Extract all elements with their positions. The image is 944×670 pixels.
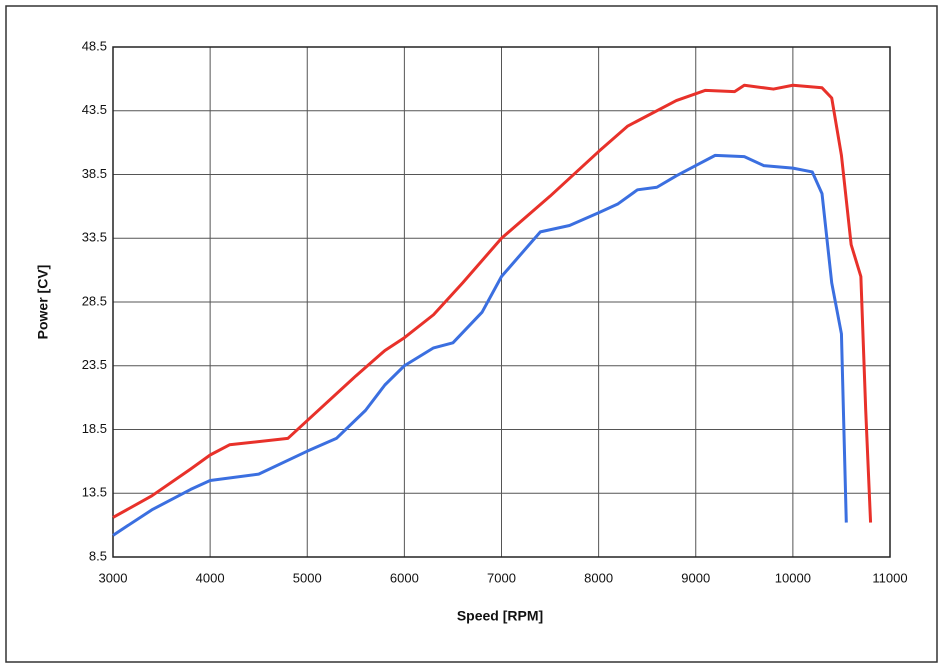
y-tick-label: 13.5	[82, 485, 107, 500]
line-series	[112, 153, 848, 537]
x-tick-label: 10000	[775, 570, 811, 585]
y-tick-label: 8.5	[89, 548, 107, 563]
x-tick-label: 11000	[872, 570, 907, 585]
y-tick-label: 48.5	[82, 38, 107, 53]
y-axis-title: Power [CV]	[35, 265, 51, 340]
x-tick-label: 6000	[390, 570, 419, 585]
y-tick-label: 43.5	[82, 102, 107, 117]
x-tick-label: 4000	[196, 570, 225, 585]
x-tick-label: 8000	[584, 570, 613, 585]
x-tick-label: 3000	[99, 570, 128, 585]
y-tick-label: 28.5	[82, 293, 107, 308]
frame	[5, 5, 938, 663]
y-tick-label: 23.5	[82, 357, 107, 372]
x-tick-label: 9000	[681, 570, 710, 585]
y-tick-label: 18.5	[82, 421, 107, 436]
x-axis-title: Speed [RPM]	[457, 608, 543, 624]
x-tick-label: 7000	[487, 570, 516, 585]
line-series	[112, 83, 873, 523]
y-tick-label: 33.5	[82, 230, 107, 245]
x-tick-label: 5000	[293, 570, 322, 585]
y-tick-label: 38.5	[82, 166, 107, 181]
plot-border	[112, 46, 891, 558]
